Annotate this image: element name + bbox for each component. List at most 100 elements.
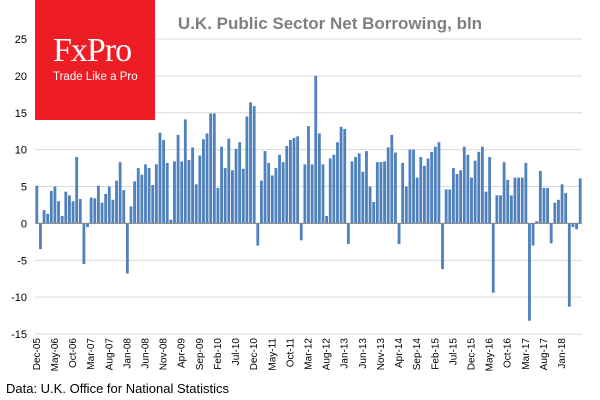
bar <box>361 171 365 224</box>
bar <box>281 162 285 224</box>
bar <box>394 152 397 224</box>
bar <box>419 157 423 224</box>
y-tick-label: 5 <box>21 182 27 194</box>
bar <box>263 151 267 224</box>
bar <box>386 147 390 224</box>
bar <box>491 223 495 293</box>
bar <box>125 223 129 274</box>
bar <box>430 151 434 224</box>
bar <box>379 162 383 224</box>
chart-title: U.K. Public Sector Net Borrowing, bln <box>178 14 482 33</box>
bar <box>173 161 176 224</box>
y-axis-tick-labels: 25 20 15 10 5 0 -5 -10 -15 <box>11 34 27 341</box>
bar <box>71 201 75 224</box>
bar <box>140 174 144 224</box>
bar <box>423 165 426 224</box>
bar <box>332 154 336 224</box>
bar <box>506 179 510 224</box>
bar <box>68 195 71 224</box>
bar <box>575 223 578 230</box>
bar <box>455 173 459 224</box>
bar <box>147 168 151 224</box>
bar <box>317 133 321 224</box>
bar <box>546 187 549 224</box>
bar <box>227 138 231 224</box>
bar <box>502 162 506 224</box>
bar <box>194 184 198 224</box>
bar <box>437 142 441 224</box>
bar <box>509 195 513 224</box>
bar <box>183 119 187 224</box>
bar <box>557 199 560 224</box>
x-tick-label: May-11 <box>267 338 278 371</box>
bar-series <box>35 75 582 321</box>
bar <box>459 170 463 224</box>
bar <box>35 185 39 224</box>
x-tick-label: Jul-15 <box>448 338 459 366</box>
bar <box>165 162 169 224</box>
x-tick-label: Nov-08 <box>159 338 170 371</box>
x-tick-label: Dec-10 <box>249 338 260 371</box>
bar <box>238 142 242 224</box>
x-tick-label: Oct-06 <box>68 338 79 368</box>
bar <box>520 177 524 224</box>
bar <box>216 187 220 224</box>
bar <box>299 223 303 241</box>
x-tick-label: Jul-10 <box>231 338 242 366</box>
bar <box>296 136 300 224</box>
y-tick-label: 0 <box>21 218 27 230</box>
x-tick-label: Dec-05 <box>32 338 43 371</box>
bar <box>111 199 115 224</box>
bar <box>451 168 455 224</box>
bar <box>343 128 347 224</box>
bar <box>115 180 118 224</box>
bar <box>285 145 289 224</box>
bar <box>412 149 415 224</box>
x-tick-label: Mar-12 <box>304 338 315 370</box>
bar <box>383 161 386 224</box>
x-tick-label: Mar-17 <box>521 338 532 370</box>
bar <box>241 168 245 224</box>
bar <box>303 164 307 224</box>
bar <box>488 157 492 224</box>
bar <box>86 223 89 228</box>
x-tick-label: Oct-11 <box>285 338 296 368</box>
bar <box>535 221 539 224</box>
bar <box>292 137 296 224</box>
bar <box>517 177 521 224</box>
x-tick-label: Sep-09 <box>195 338 206 371</box>
x-tick-label: May-06 <box>50 338 61 372</box>
bar <box>60 216 64 224</box>
bar <box>107 186 111 224</box>
bar <box>169 219 173 224</box>
bar <box>368 186 372 224</box>
x-tick-label: Mar-07 <box>86 338 97 370</box>
x-tick-label: Aug-17 <box>539 338 550 371</box>
bar <box>267 162 271 224</box>
y-tick-label: -5 <box>17 255 27 267</box>
bar <box>133 181 137 224</box>
bar <box>39 223 42 250</box>
y-tick-label: 20 <box>15 71 27 83</box>
bar <box>158 132 162 224</box>
bar <box>542 187 546 224</box>
x-tick-label: Apr-14 <box>394 338 405 368</box>
bar <box>448 189 452 224</box>
bar <box>180 161 184 224</box>
fxpro-logo-box: FxPro Trade Like a Pro <box>35 0 155 120</box>
bar <box>162 140 166 224</box>
x-axis-tick-labels: Dec-05 May-06 Oct-06 Mar-07 Aug-07 Jan-08 Jun-… <box>32 338 568 372</box>
bar <box>46 213 50 224</box>
bar <box>270 175 274 224</box>
bar <box>564 193 568 224</box>
bar <box>328 158 332 224</box>
bar <box>336 142 339 224</box>
bar <box>122 190 126 224</box>
bar <box>354 157 357 224</box>
bar <box>567 223 571 307</box>
bar <box>57 201 60 224</box>
bar <box>549 223 553 244</box>
bar <box>260 180 263 224</box>
bar <box>578 178 582 224</box>
bar <box>404 186 408 224</box>
